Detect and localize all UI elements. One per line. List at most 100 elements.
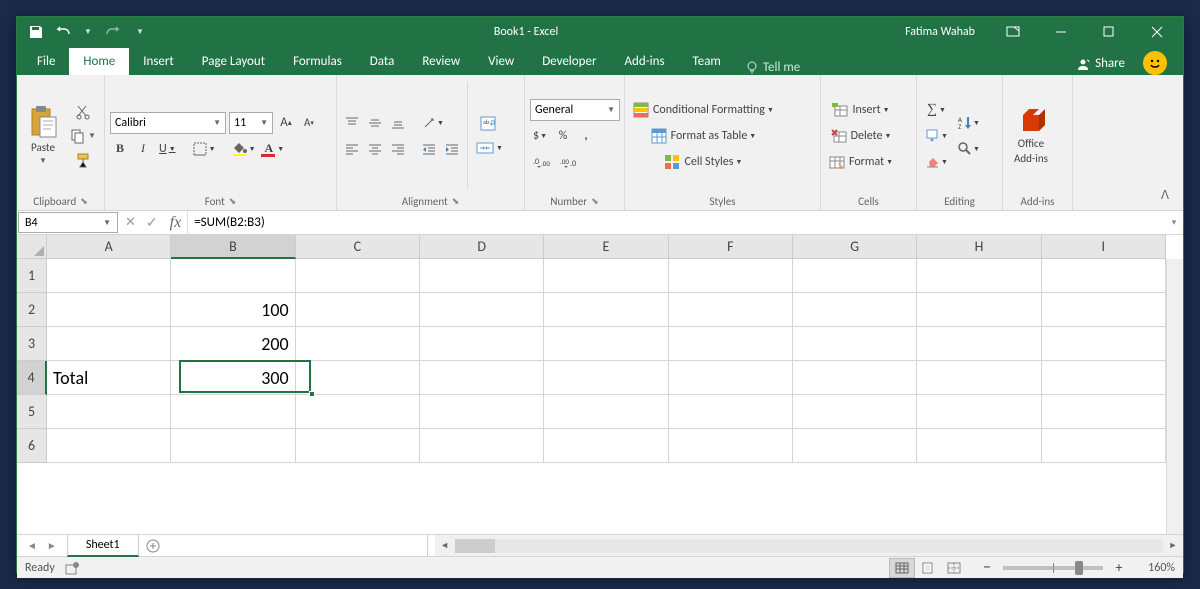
tab-developer[interactable]: Developer (528, 48, 610, 75)
cell-E6[interactable] (544, 429, 668, 463)
font-family-combo[interactable]: Calibri▼ (110, 112, 226, 134)
cell-D5[interactable] (420, 395, 544, 429)
comma-format-button[interactable]: , (576, 125, 596, 147)
fill-handle[interactable] (309, 391, 315, 397)
font-color-button[interactable]: A▼ (262, 138, 288, 160)
page-break-view-button[interactable] (941, 558, 967, 578)
vertical-scrollbar[interactable] (1166, 259, 1183, 534)
cell-A3[interactable] (47, 327, 171, 361)
underline-button[interactable]: U▼ (156, 138, 179, 160)
alignment-launcher-icon[interactable]: ⬊ (452, 196, 460, 207)
zoom-level-label[interactable]: 160% (1135, 561, 1175, 575)
column-header-D[interactable]: D (420, 235, 544, 259)
cell-I2[interactable] (1042, 293, 1166, 327)
cell-D3[interactable] (420, 327, 544, 361)
cut-button[interactable] (67, 101, 99, 123)
cell-styles-button[interactable]: Cell Styles▼ (630, 151, 777, 173)
undo-dropdown-icon[interactable]: ▼ (79, 23, 97, 41)
tab-page-layout[interactable]: Page Layout (188, 48, 279, 75)
cell-H6[interactable] (917, 429, 1041, 463)
page-layout-view-button[interactable] (915, 558, 941, 578)
minimize-button[interactable] (1039, 17, 1083, 47)
sheet-nav-prev-icon[interactable]: ◄ (27, 539, 37, 552)
column-header-H[interactable]: H (917, 235, 1041, 259)
qat-customize-icon[interactable]: ▼ (131, 23, 149, 41)
tab-formulas[interactable]: Formulas (279, 48, 356, 75)
expand-formula-bar-icon[interactable]: ▾ (1165, 211, 1183, 234)
row-header-4[interactable]: 4 (17, 361, 47, 395)
cell-G3[interactable] (793, 327, 917, 361)
select-all-corner[interactable] (17, 235, 47, 259)
sheet-nav-next-icon[interactable]: ► (47, 539, 57, 552)
cell-C5[interactable] (296, 395, 420, 429)
font-launcher-icon[interactable]: ⬊ (229, 196, 237, 207)
cell-C2[interactable] (296, 293, 420, 327)
cancel-formula-icon[interactable]: ✕ (125, 215, 136, 230)
maximize-button[interactable] (1087, 17, 1131, 47)
collapse-ribbon-icon[interactable]: ᐱ (1155, 184, 1175, 206)
cell-C4[interactable] (296, 361, 420, 395)
close-button[interactable] (1135, 17, 1179, 47)
increase-indent-button[interactable] (442, 138, 462, 160)
tab-insert[interactable]: Insert (129, 48, 188, 75)
tab-team[interactable]: Team (679, 48, 735, 75)
cell-E2[interactable] (544, 293, 668, 327)
zoom-in-button[interactable]: + (1109, 557, 1129, 579)
format-cells-button[interactable]: Format▼ (826, 151, 896, 173)
cells-area[interactable]: 100200Total300 (47, 259, 1166, 534)
office-addins-button[interactable]: Office Add-ins (1008, 78, 1054, 193)
tab-data[interactable]: Data (356, 48, 409, 75)
cell-G5[interactable] (793, 395, 917, 429)
macro-record-icon[interactable] (65, 561, 79, 575)
cell-G1[interactable] (793, 259, 917, 293)
cell-A4[interactable]: Total (47, 361, 171, 395)
feedback-smiley-icon[interactable] (1143, 51, 1167, 75)
decrease-indent-button[interactable] (419, 138, 439, 160)
cell-G4[interactable] (793, 361, 917, 395)
scroll-right-icon[interactable]: ► (1165, 538, 1181, 554)
cell-D4[interactable] (420, 361, 544, 395)
cell-E5[interactable] (544, 395, 668, 429)
tab-home[interactable]: Home (69, 48, 129, 75)
format-painter-button[interactable] (67, 149, 99, 171)
delete-cells-button[interactable]: Delete▼ (826, 125, 896, 147)
cell-D1[interactable] (420, 259, 544, 293)
format-as-table-button[interactable]: Format as Table▼ (630, 125, 777, 147)
undo-icon[interactable] (53, 23, 71, 41)
tab-view[interactable]: View (474, 48, 528, 75)
sheet-tab-sheet1[interactable]: Sheet1 (67, 535, 139, 557)
cell-C1[interactable] (296, 259, 420, 293)
tab-file[interactable]: File (23, 48, 69, 75)
column-header-F[interactable]: F (669, 235, 793, 259)
cell-A5[interactable] (47, 395, 171, 429)
decrease-decimal-button[interactable]: .00.0 (557, 151, 581, 173)
italic-button[interactable]: I (133, 138, 153, 160)
normal-view-button[interactable] (889, 558, 915, 578)
cell-I1[interactable] (1042, 259, 1166, 293)
row-header-1[interactable]: 1 (17, 259, 47, 293)
user-name[interactable]: Fatima Wahab (893, 25, 987, 39)
enter-formula-icon[interactable]: ✓ (146, 214, 158, 231)
cell-B5[interactable] (171, 395, 295, 429)
orientation-button[interactable]: ▼ (419, 112, 447, 134)
cell-I5[interactable] (1042, 395, 1166, 429)
tab-addins[interactable]: Add-ins (610, 48, 678, 75)
font-size-combo[interactable]: 11▼ (229, 112, 273, 134)
insert-cells-button[interactable]: Insert▼ (826, 99, 896, 121)
cell-G2[interactable] (793, 293, 917, 327)
align-top-button[interactable] (342, 112, 362, 134)
cell-B2[interactable]: 100 (171, 293, 295, 327)
cell-F3[interactable] (669, 327, 793, 361)
row-header-5[interactable]: 5 (17, 395, 47, 429)
tab-review[interactable]: Review (408, 48, 474, 75)
cell-A6[interactable] (47, 429, 171, 463)
zoom-out-button[interactable]: − (977, 557, 997, 579)
column-header-C[interactable]: C (296, 235, 420, 259)
cell-H4[interactable] (917, 361, 1041, 395)
cell-F1[interactable] (669, 259, 793, 293)
cell-E4[interactable] (544, 361, 668, 395)
row-header-6[interactable]: 6 (17, 429, 47, 463)
cell-A1[interactable] (47, 259, 171, 293)
align-right-button[interactable] (388, 138, 408, 160)
accounting-format-button[interactable]: $▼ (530, 125, 550, 147)
